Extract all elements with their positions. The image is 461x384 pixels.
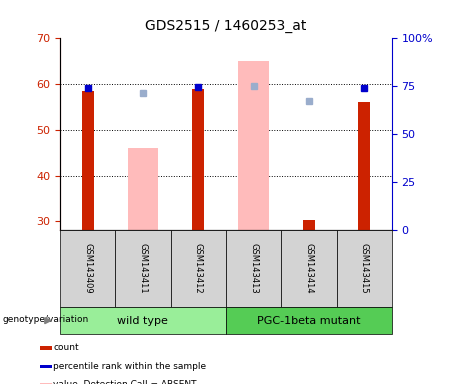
Text: GSM143413: GSM143413 xyxy=(249,243,258,294)
Bar xyxy=(226,230,281,307)
Title: GDS2515 / 1460253_at: GDS2515 / 1460253_at xyxy=(145,19,307,33)
Bar xyxy=(60,230,115,307)
Bar xyxy=(82,91,94,230)
Bar xyxy=(337,230,392,307)
Bar xyxy=(281,230,337,307)
Text: genotype/variation: genotype/variation xyxy=(2,315,89,324)
Bar xyxy=(238,61,269,230)
Text: count: count xyxy=(53,343,79,353)
Bar xyxy=(303,220,315,230)
Text: GSM143411: GSM143411 xyxy=(138,243,148,294)
Bar xyxy=(128,148,158,230)
Bar xyxy=(41,383,52,384)
Text: percentile rank within the sample: percentile rank within the sample xyxy=(53,362,207,371)
Bar xyxy=(358,103,370,230)
Text: GSM143415: GSM143415 xyxy=(360,243,369,294)
Bar xyxy=(41,346,52,349)
Bar xyxy=(41,365,52,368)
Bar xyxy=(226,307,392,334)
Text: GSM143414: GSM143414 xyxy=(304,243,313,294)
Text: value, Detection Call = ABSENT: value, Detection Call = ABSENT xyxy=(53,380,197,384)
Text: wild type: wild type xyxy=(118,316,168,326)
Text: GSM143409: GSM143409 xyxy=(83,243,92,294)
Bar xyxy=(115,230,171,307)
Text: PGC-1beta mutant: PGC-1beta mutant xyxy=(257,316,361,326)
Text: GSM143412: GSM143412 xyxy=(194,243,203,294)
Bar xyxy=(60,307,226,334)
Bar xyxy=(171,230,226,307)
Bar xyxy=(192,89,204,230)
